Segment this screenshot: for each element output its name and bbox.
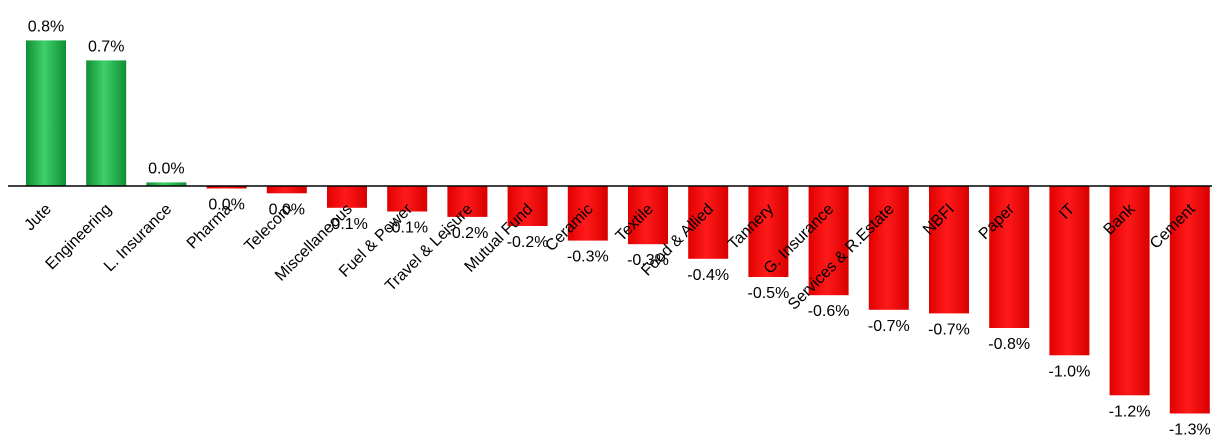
value-label-g-insurance: -0.6% [808,303,850,320]
value-label-tannery: -0.5% [748,285,790,302]
bar-telecom [266,186,307,194]
value-label-food-allied: -0.4% [687,267,729,284]
value-label-mutual-fund: -0.2% [507,234,549,251]
value-label-telecom: 0.0% [269,201,305,218]
value-label-ceramic: -0.3% [567,249,609,266]
bar-textile [628,186,668,245]
value-label-miscellaneous: -0.1% [326,216,368,233]
value-label-travel-leisure: -0.2% [447,225,489,242]
value-label-fuel-power: -0.1% [386,220,428,237]
bar-ceramic [567,186,608,241]
value-label-l-insurance: 0.0% [148,160,184,177]
bar-pharma [206,186,247,189]
bar-paper [989,186,1030,328]
value-label-paper: -0.8% [988,336,1030,353]
value-label-textile: -0.3% [627,252,669,269]
category-label-jute: Jute [21,201,54,234]
value-label-jute: 0.8% [28,18,64,35]
value-label-it: -1.0% [1049,363,1091,380]
bar-it [1049,186,1090,356]
bars-layer [26,40,1210,414]
bar-bank [1109,186,1150,396]
value-label-cement: -1.3% [1169,422,1211,439]
bar-g-insurance [808,186,849,296]
value-label-services-r-estate: -0.7% [868,318,910,335]
value-label-bank: -1.2% [1109,403,1151,420]
bar-l-insurance [146,182,187,186]
value-label-pharma: 0.0% [208,197,244,214]
bar-cement [1169,186,1210,414]
value-label-nbfi: -0.7% [928,321,970,338]
bar-mutual-fund [507,186,548,226]
bar-jute [26,40,66,187]
bar-services-r-estate [868,186,909,310]
value-label-engineering: 0.7% [88,38,124,55]
bar-fuel-power [387,186,428,212]
bar-tannery [748,186,789,277]
bar-food-allied [688,186,729,259]
bar-miscellaneous [327,186,367,208]
bar-engineering [86,60,127,186]
value-labels-layer: 0.8% 0.7% 0.0% 0.0% 0.0% -0.1% -0.1% -0.2% -0.2%… [28,18,1211,438]
bar-travel-leisure [447,186,488,217]
bar-nbfi [929,186,969,314]
